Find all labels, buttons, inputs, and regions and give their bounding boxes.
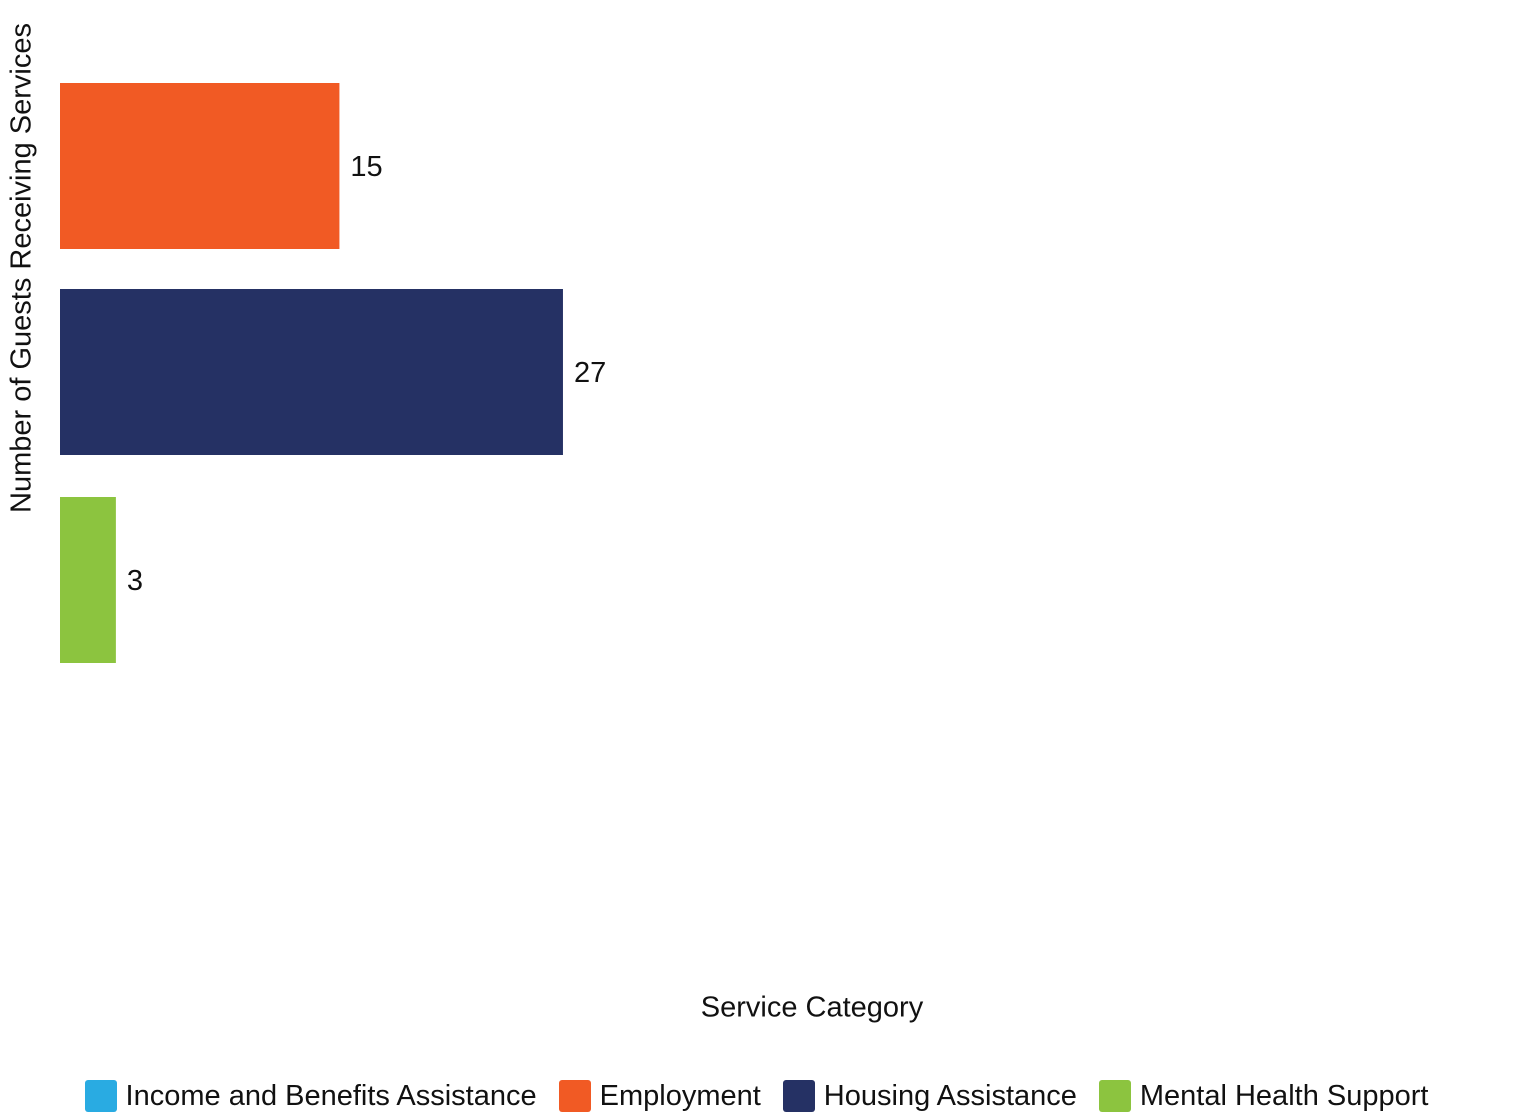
data-label-mental-health-support: 3 xyxy=(127,565,143,597)
legend: Income and Benefits Assistance Employmen… xyxy=(0,1076,1513,1116)
data-label-employment: 15 xyxy=(350,151,382,183)
bar-employment[interactable] xyxy=(60,83,340,249)
legend-swatch-housing xyxy=(782,1080,815,1112)
data-labels-layer: 15 27 3 xyxy=(127,151,606,597)
legend-item-employment[interactable]: Employment xyxy=(558,1079,761,1113)
legend-label: Housing Assistance xyxy=(823,1079,1077,1112)
legend-label: Mental Health Support xyxy=(1139,1079,1429,1112)
legend-item-mental-health-support[interactable]: Mental Health Support xyxy=(1098,1079,1429,1113)
bar-housing-assistance[interactable] xyxy=(60,289,563,455)
bars-layer xyxy=(60,83,563,663)
legend-item-housing-assistance[interactable]: Housing Assistance xyxy=(782,1079,1077,1113)
legend-label: Employment xyxy=(599,1079,761,1112)
legend-item-income-and-benefits-assistance[interactable]: Income and Benefits Assistance xyxy=(84,1079,537,1113)
legend-label: Income and Benefits Assistance xyxy=(125,1079,537,1112)
legend-swatch-employment xyxy=(558,1080,591,1112)
data-label-housing-assistance: 27 xyxy=(574,357,606,389)
bar-mental-health-support[interactable] xyxy=(60,497,116,663)
legend-swatch-income xyxy=(84,1080,117,1112)
legend-swatch-mental-health xyxy=(1098,1080,1131,1112)
x-axis-title: Service Category xyxy=(700,991,924,1024)
y-axis-title: Number of Guests Receiving Services xyxy=(5,23,38,513)
